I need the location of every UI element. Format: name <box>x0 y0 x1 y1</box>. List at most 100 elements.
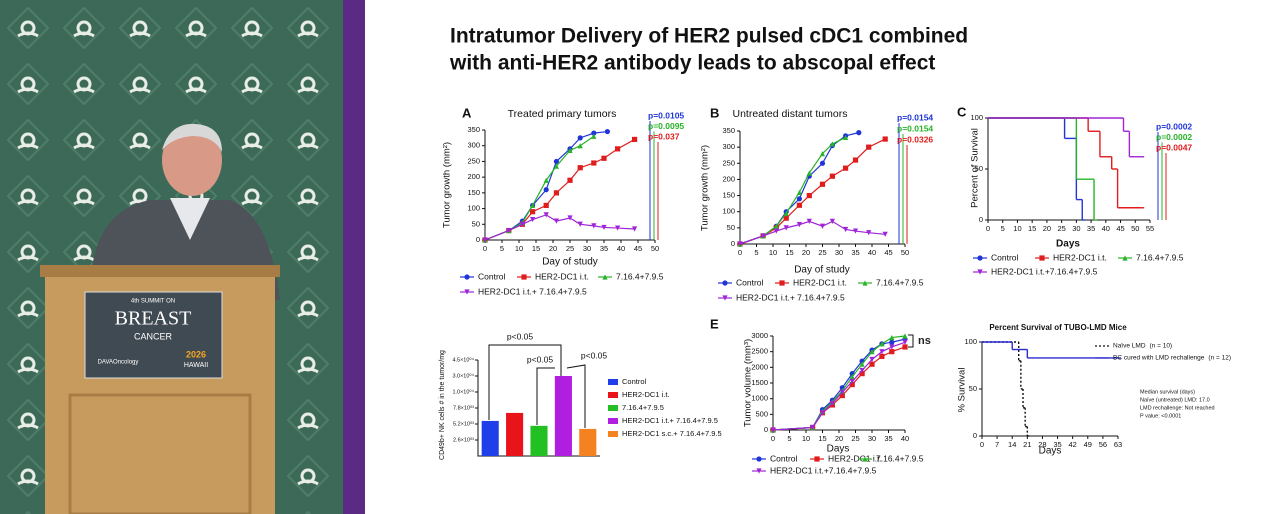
marker <box>464 274 470 280</box>
marker <box>577 221 583 227</box>
slide-title: with anti-HER2 antibody leads to abscopa… <box>449 52 935 75</box>
legend-swatch <box>608 431 618 437</box>
legend-label: HER2-DC1 i.t. <box>793 277 847 287</box>
y-tick-label: 150 <box>467 188 480 197</box>
y-tick-label: 7.8×10⁰³ <box>453 404 474 411</box>
marker <box>760 233 766 239</box>
marker <box>591 130 597 136</box>
marker <box>604 128 611 135</box>
x-tick-label: 50 <box>1131 224 1139 233</box>
y-tick-label: 3.0×10⁰⁴ <box>452 372 474 379</box>
x-tick-label: 20 <box>802 248 810 257</box>
marker <box>567 215 573 221</box>
legend-label: HER2-DC1 i.t. <box>828 453 882 463</box>
marker <box>843 226 849 233</box>
chart-title: Percent Survival of TUBO-LMD Mice <box>989 323 1127 332</box>
y-tick-label: 250 <box>467 156 480 165</box>
legend-n: (n = 10) <box>1150 343 1173 350</box>
note: Median survival (days) <box>1140 389 1195 395</box>
marker <box>779 280 785 286</box>
x-tick-label: 35 <box>600 244 608 253</box>
marker <box>796 202 802 208</box>
marker <box>591 133 597 139</box>
x-tick-label: 30 <box>868 434 876 443</box>
legend-label: HER2-DC1 s.c.+ 7.16.4+7.9.5 <box>622 429 722 438</box>
y-tick-label: 200 <box>467 172 480 181</box>
bar <box>579 428 597 456</box>
x-tick-label: 30 <box>835 248 843 257</box>
marker <box>859 361 865 367</box>
marker <box>902 344 908 350</box>
marker <box>889 344 895 350</box>
y-tick-label: 350 <box>722 126 735 135</box>
annotation: ns <box>918 335 931 347</box>
y-tick-label: 0 <box>731 239 735 248</box>
marker <box>567 147 573 154</box>
marker <box>530 209 536 215</box>
marker <box>902 333 908 339</box>
x-tick-label: 35 <box>1087 224 1095 233</box>
marker <box>577 135 583 141</box>
annotation: p<0.05 <box>527 354 554 364</box>
marker <box>543 177 549 183</box>
legend-label: 7.16.4+7.9.5 <box>876 453 924 463</box>
x-tick-label: 14 <box>1008 440 1016 449</box>
marker <box>829 400 835 406</box>
annotation: p=0.0002 <box>1156 121 1192 131</box>
y-axis-label: Percent of Survival <box>970 128 981 208</box>
marker <box>889 339 895 345</box>
bar <box>506 412 524 456</box>
x-tick-label: 45 <box>884 248 892 257</box>
x-tick-label: 25 <box>566 244 574 253</box>
x-axis-label: Day of study <box>542 257 598 268</box>
legend-label: HER2-DC1 i.t. <box>1053 252 1107 262</box>
marker <box>862 456 868 462</box>
y-tick-label: 0 <box>979 215 983 224</box>
marker <box>796 222 802 228</box>
bar <box>554 376 572 456</box>
marker <box>567 177 573 183</box>
marker <box>770 427 776 433</box>
chart-title: Treated primary tumors <box>508 108 617 120</box>
x-tick-label: 40 <box>1102 224 1110 233</box>
marker <box>879 353 885 359</box>
series-line <box>484 130 608 241</box>
x-tick-label: 15 <box>785 248 793 257</box>
marker <box>553 163 559 169</box>
marker <box>530 216 536 223</box>
marker <box>601 155 607 161</box>
bar <box>481 420 499 456</box>
x-tick-label: 55 <box>1146 224 1154 233</box>
panel-label: B <box>710 105 719 120</box>
y-tick-label: 350 <box>467 125 480 134</box>
marker <box>482 237 488 243</box>
marker <box>879 349 885 355</box>
x-tick-label: 25 <box>851 434 859 443</box>
y-tick-label: 1.0×10⁰⁴ <box>452 388 474 395</box>
marker <box>882 136 888 142</box>
note: P value: <0.0001 <box>1140 413 1181 419</box>
y-tick-label: 0 <box>973 431 977 440</box>
marker <box>783 215 789 221</box>
legend-label: 7.16.4+7.9.5 <box>876 277 924 287</box>
legend-label: BC cured with LMD rechallenge <box>1113 355 1205 362</box>
legend-label: Control <box>991 252 1019 262</box>
x-axis-label: Days <box>827 444 850 455</box>
y-tick-label: 2.6×10⁰³ <box>453 436 474 443</box>
marker <box>879 341 885 347</box>
marker <box>553 218 559 224</box>
marker <box>1122 255 1128 261</box>
x-tick-label: 0 <box>738 248 742 257</box>
marker <box>819 151 826 157</box>
marker <box>632 226 638 232</box>
marker <box>506 227 512 234</box>
legend-label: Control <box>770 453 798 463</box>
y-tick-label: 100 <box>467 204 480 213</box>
panel-label: C <box>957 104 967 119</box>
chart-title: Untreated distant tumors <box>733 108 848 120</box>
legend-label: HER2-DC1 i.t.+7.16.4+7.9.5 <box>991 266 1098 276</box>
marker <box>869 349 875 355</box>
y-tick-label: 5.2×10⁰³ <box>453 420 474 427</box>
marker <box>859 371 865 377</box>
series-line <box>484 214 635 241</box>
